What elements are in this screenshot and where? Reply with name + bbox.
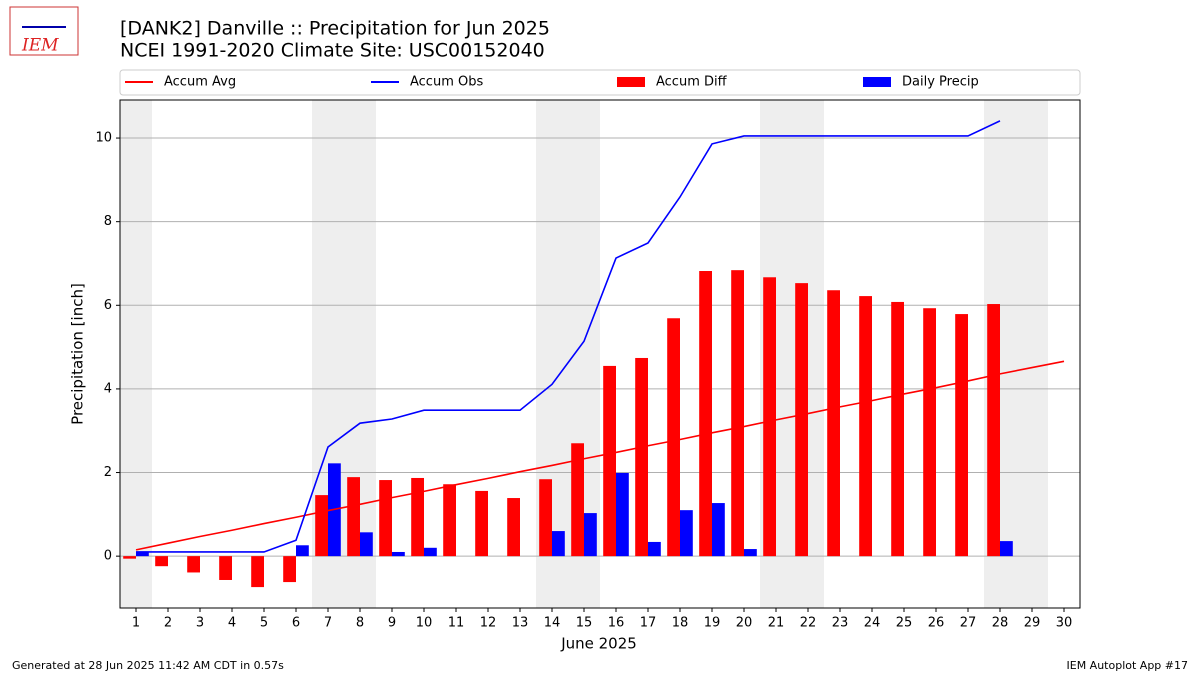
x-tick-label: 21 bbox=[768, 616, 785, 631]
legend-label: Accum Diff bbox=[656, 75, 728, 90]
bar bbox=[635, 357, 648, 557]
y-tick-label: 10 bbox=[95, 131, 112, 146]
bar bbox=[1000, 541, 1013, 557]
x-tick-label: 5 bbox=[260, 616, 268, 631]
bar bbox=[424, 547, 437, 557]
bar bbox=[187, 556, 200, 573]
bar bbox=[443, 484, 456, 557]
bar bbox=[744, 549, 757, 557]
bar bbox=[667, 318, 680, 557]
bar bbox=[392, 551, 405, 557]
x-tick-label: 10 bbox=[416, 616, 433, 631]
x-axis-label: June 2025 bbox=[560, 635, 637, 653]
bar bbox=[827, 290, 840, 557]
x-tick-label: 15 bbox=[576, 616, 593, 631]
bar bbox=[680, 510, 693, 557]
weekend-band bbox=[120, 100, 152, 608]
x-tick-label: 7 bbox=[324, 616, 332, 631]
y-axis-label: Precipitation [inch] bbox=[69, 283, 87, 425]
x-tick-label: 23 bbox=[832, 616, 849, 631]
x-tick-label: 20 bbox=[736, 616, 753, 631]
y-tick-label: 0 bbox=[104, 549, 112, 564]
legend-frame bbox=[119, 69, 1081, 96]
x-tick-label: 14 bbox=[544, 616, 561, 631]
bar bbox=[219, 556, 232, 580]
x-tick-label: 11 bbox=[448, 616, 465, 631]
x-tick-label: 27 bbox=[960, 616, 977, 631]
bar bbox=[379, 480, 392, 557]
bar bbox=[539, 479, 552, 557]
logo-frame bbox=[9, 6, 79, 56]
x-tick-label: 22 bbox=[800, 616, 817, 631]
chart-subtitle: NCEI 1991-2020 Climate Site: USC00152040 bbox=[120, 40, 545, 62]
bar bbox=[731, 270, 744, 557]
footer-left: Generated at 28 Jun 2025 11:42 AM CDT in… bbox=[12, 659, 284, 672]
bar bbox=[347, 477, 360, 557]
bar bbox=[411, 477, 424, 557]
x-tick-label: 17 bbox=[640, 616, 657, 631]
bar bbox=[251, 556, 264, 588]
bar bbox=[987, 304, 1000, 557]
bar bbox=[648, 541, 661, 557]
x-tick-label: 28 bbox=[992, 616, 1009, 631]
bar bbox=[584, 513, 597, 557]
y-tick-label: 8 bbox=[104, 214, 112, 229]
x-tick-label: 18 bbox=[672, 616, 689, 631]
x-tick-label: 26 bbox=[928, 616, 945, 631]
x-tick-label: 12 bbox=[480, 616, 497, 631]
x-tick-label: 16 bbox=[608, 616, 625, 631]
y-tick-label: 2 bbox=[104, 465, 112, 480]
bar bbox=[552, 531, 565, 557]
legend-swatch bbox=[617, 77, 645, 87]
legend-swatch bbox=[863, 77, 891, 87]
logo: IEM bbox=[21, 36, 59, 56]
bar bbox=[155, 556, 168, 567]
weekend-band bbox=[1016, 100, 1048, 608]
bar bbox=[616, 472, 629, 557]
bar bbox=[763, 277, 776, 557]
line bbox=[135, 360, 1065, 551]
bar bbox=[859, 296, 872, 557]
footer-right: IEM Autoplot App #17 bbox=[1067, 659, 1189, 672]
x-tick-label: 3 bbox=[196, 616, 204, 631]
x-tick-label: 29 bbox=[1024, 616, 1041, 631]
bar bbox=[795, 283, 808, 557]
bar bbox=[955, 314, 968, 557]
y-tick-label: 4 bbox=[104, 381, 112, 396]
legend-label: Accum Obs bbox=[410, 75, 483, 90]
x-tick-label: 9 bbox=[388, 616, 396, 631]
bar bbox=[315, 495, 328, 557]
bar bbox=[360, 532, 373, 557]
x-tick-label: 8 bbox=[356, 616, 364, 631]
x-tick-label: 25 bbox=[896, 616, 913, 631]
x-tick-label: 24 bbox=[864, 616, 881, 631]
plot-frame bbox=[119, 99, 1081, 609]
chart-title: [DANK2] Danville :: Precipitation for Ju… bbox=[120, 18, 550, 40]
legend-label: Daily Precip bbox=[902, 75, 979, 90]
bar bbox=[283, 556, 296, 583]
line bbox=[136, 120, 1001, 553]
bar bbox=[603, 365, 616, 557]
x-tick-label: 19 bbox=[704, 616, 721, 631]
bar bbox=[475, 490, 488, 557]
bar bbox=[507, 498, 520, 557]
x-tick-label: 2 bbox=[164, 616, 172, 631]
bar bbox=[571, 443, 584, 557]
y-tick-label: 6 bbox=[104, 298, 112, 313]
bar bbox=[712, 503, 725, 557]
bar bbox=[136, 551, 149, 557]
bar bbox=[923, 308, 936, 557]
bar bbox=[699, 271, 712, 557]
x-tick-label: 13 bbox=[512, 616, 529, 631]
x-tick-label: 6 bbox=[292, 616, 300, 631]
bar bbox=[296, 545, 309, 557]
x-tick-label: 1 bbox=[132, 616, 140, 631]
legend-label: Accum Avg bbox=[164, 75, 236, 90]
x-tick-label: 4 bbox=[228, 616, 236, 631]
x-tick-label: 30 bbox=[1056, 616, 1073, 631]
bar bbox=[123, 556, 136, 559]
bar bbox=[891, 301, 904, 557]
